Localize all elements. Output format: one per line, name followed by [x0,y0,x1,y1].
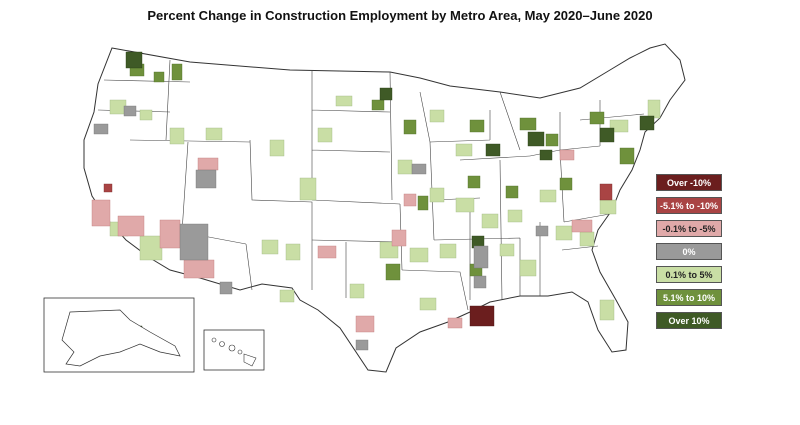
legend-item: Over 10% [656,312,722,329]
metro-areas-over-neg-10 [469,305,495,327]
metro-areas-neg-5-1-to-10 [103,183,613,201]
metro-areas-over-10 [125,51,655,337]
alaska-outline [61,309,181,367]
metro-areas-zero [93,105,549,351]
metro-areas-5-1-to-10 [129,63,635,281]
legend: Over -10% -5.1% to -10% -0.1% to -5% 0% … [656,174,722,335]
legend-item: 0.1% to 5% [656,266,722,283]
legend-item: -5.1% to -10% [656,197,722,214]
legend-item: -0.1% to -5% [656,220,722,237]
metro-areas-0-1-to-5 [109,95,661,321]
map-title: Percent Change in Construction Employmen… [147,8,653,23]
legend-item: 5.1% to 10% [656,289,722,306]
hawaii-inset-frame [203,329,265,371]
alaska-inset-frame [43,297,195,373]
legend-item: 0% [656,243,722,260]
metro-areas-neg-0-1-to-5 [91,149,593,333]
hawaii-islands [211,337,257,367]
legend-item: Over -10% [656,174,722,191]
